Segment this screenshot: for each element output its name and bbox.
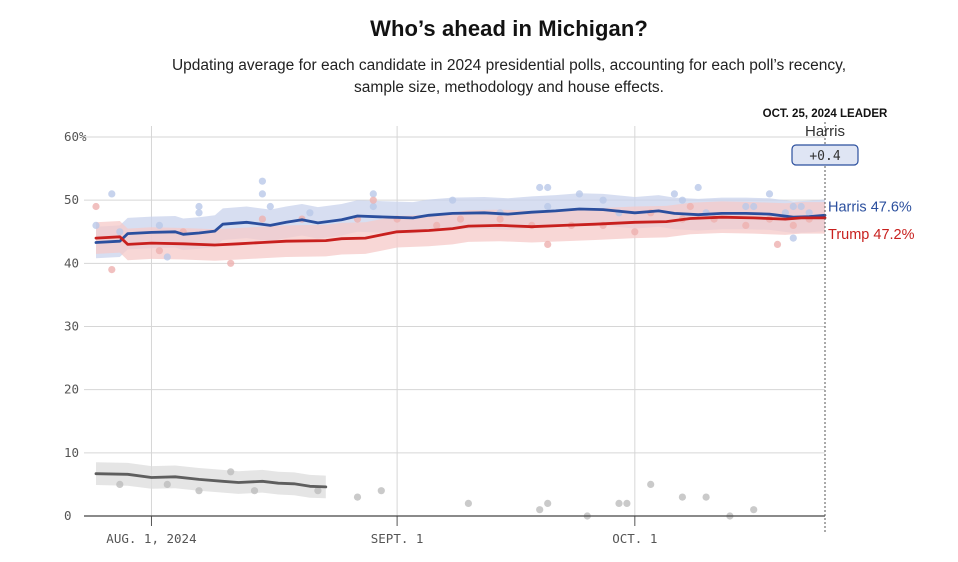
other-poll-dot — [227, 468, 235, 476]
other-poll-dot — [615, 499, 623, 507]
harris-poll-dot — [306, 209, 314, 217]
harris-poll-dot — [789, 234, 797, 242]
other-poll-dot — [250, 487, 259, 495]
trump-poll-dot — [108, 266, 116, 274]
harris-poll-dot — [599, 196, 607, 204]
other-poll-dot — [750, 506, 758, 514]
subtitle-line-2: sample size, methodology and house effec… — [354, 79, 664, 96]
other-poll-dot — [647, 480, 655, 488]
trump-poll-dot — [92, 202, 100, 211]
harris-poll-dot — [765, 190, 774, 198]
trump-poll-dot — [686, 202, 694, 211]
harris-poll-dot — [266, 202, 274, 211]
leader-margin-badge — [791, 144, 859, 166]
harris-average-line — [94, 207, 827, 244]
harris-poll-dot — [163, 253, 171, 261]
harris-poll-dot — [750, 202, 758, 211]
trump-poll-dot — [456, 215, 465, 223]
harris-poll-dot — [258, 177, 266, 185]
other-poll-dot — [623, 499, 631, 507]
other-poll-dot — [702, 493, 710, 501]
harris-poll-dot — [797, 202, 805, 211]
trump-band — [96, 201, 825, 261]
trump-poll-dot — [544, 240, 552, 248]
trump-poll-dot — [155, 247, 163, 255]
trump-poll-dot — [433, 221, 441, 229]
average-lines — [94, 207, 827, 489]
subtitle-line-1: Updating average for each candidate in 2… — [171, 57, 847, 74]
trump-poll-dot — [258, 215, 266, 223]
y-tick-label: 50 — [64, 192, 79, 207]
x-tick-label: OCT. 1 — [612, 531, 657, 546]
other-poll-dot — [544, 499, 552, 507]
other-average-line — [94, 472, 328, 489]
other-poll-dot — [314, 487, 322, 495]
x-tick-label: AUG. 1, 2024 — [106, 531, 196, 546]
other-poll-dot — [377, 487, 385, 495]
y-tick-label: 20 — [64, 382, 79, 397]
harris-poll-dot — [805, 209, 813, 217]
harris-end-label: Harris 47.6% — [828, 199, 912, 215]
trump-poll-dot — [496, 215, 504, 223]
trump-poll-dot — [789, 221, 797, 229]
harris-poll-dot — [670, 190, 679, 198]
trump-poll-dot — [742, 221, 750, 229]
trump-end-label: Trump 47.2% — [828, 227, 915, 243]
trump-poll-dot — [227, 259, 235, 267]
harris-poll-dot — [108, 190, 116, 198]
harris-poll-dot — [789, 202, 797, 211]
harris-poll-dot — [195, 209, 203, 217]
y-tick-label: 10 — [64, 445, 79, 460]
other-poll-dot — [464, 499, 472, 507]
harris-poll-dot — [195, 202, 203, 211]
leader-date-label: OCT. 25, 2024 LEADER — [763, 108, 888, 120]
trump-poll-dot — [631, 228, 639, 236]
trump-poll-dot — [773, 240, 782, 248]
harris-poll-dot — [575, 190, 584, 198]
grid-lines — [84, 126, 825, 516]
poll-dots — [92, 177, 813, 520]
other-poll-dot — [678, 493, 687, 501]
other-poll-dot — [536, 506, 544, 514]
chart-subtitle: Updating average for each candidate in 2… — [0, 55, 958, 99]
leader-name: Harris — [805, 123, 845, 140]
harris-poll-dot — [155, 221, 163, 229]
y-tick-label: 40 — [64, 255, 79, 270]
harris-poll-dot — [258, 190, 266, 198]
trump-poll-dot — [369, 196, 377, 204]
harris-poll-dot — [369, 190, 377, 198]
x-tick-label: SEPT. 1 — [371, 531, 424, 546]
y-tick-label: 60% — [64, 129, 87, 144]
leader-annotation: OCT. 25, 2024 LEADER Harris +0.4 — [763, 108, 888, 534]
end-labels: Harris 47.6% Trump 47.2% — [828, 199, 915, 243]
leader-margin-value: +0.4 — [809, 149, 840, 164]
harris-poll-dot — [678, 196, 687, 204]
other-poll-dot — [353, 493, 362, 501]
chart-title: Who’s ahead in Michigan? — [370, 16, 648, 41]
harris-poll-dot — [694, 183, 702, 192]
harris-poll-dot — [449, 196, 457, 204]
harris-poll-dot — [742, 202, 750, 211]
harris-poll-dot — [536, 183, 544, 192]
y-tick-label: 30 — [64, 319, 79, 334]
other-poll-dot — [195, 487, 203, 495]
other-poll-dot — [116, 480, 124, 488]
trump-average-line — [94, 215, 827, 247]
other-poll-dot — [163, 480, 171, 488]
axes: 0 10 20 30 40 50 60% AUG. 1, 2024 SEPT. 1 OCT. 1 — [64, 129, 825, 546]
y-tick-label: 0 — [64, 508, 72, 523]
harris-poll-dot — [92, 221, 100, 229]
harris-poll-dot — [544, 202, 552, 211]
harris-poll-dot — [369, 202, 377, 211]
harris-poll-dot — [544, 183, 552, 192]
harris-poll-dot — [116, 228, 124, 236]
